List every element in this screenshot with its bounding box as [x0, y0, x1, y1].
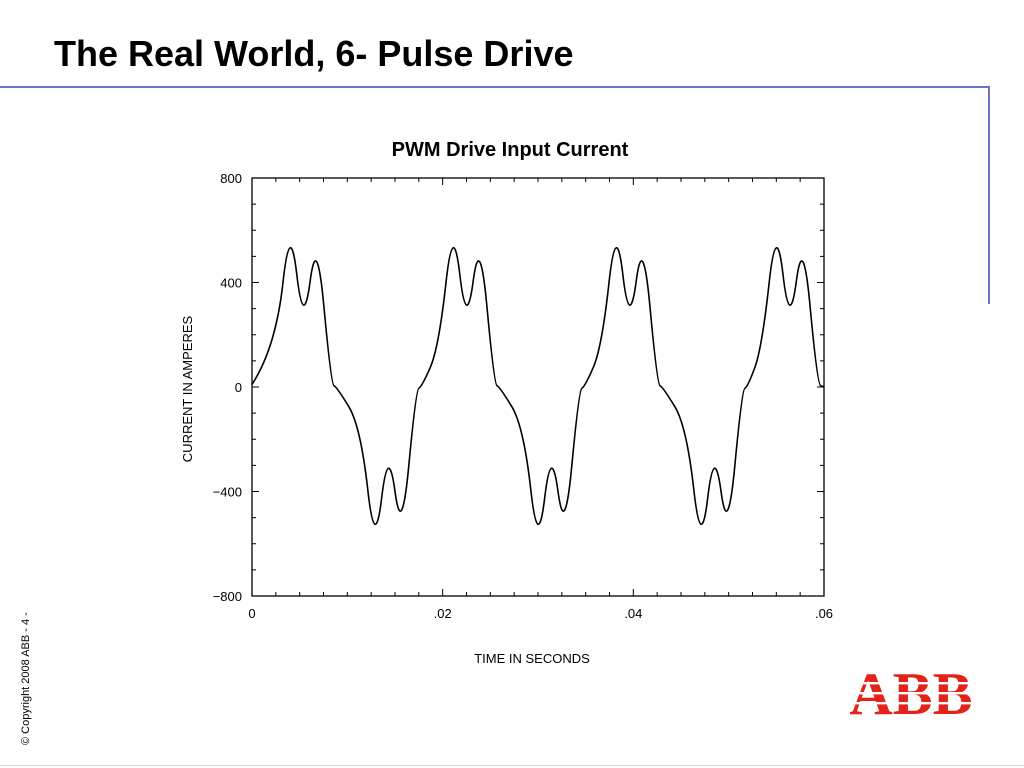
x-tick-label: 0 [248, 606, 255, 621]
y-axis-label: CURRENT IN AMPERES [180, 315, 195, 462]
copyright-text: © Copyright 2008 ABB - 4 - [20, 612, 32, 745]
bottom-rule [0, 765, 1024, 766]
abb-logo: ABB [848, 666, 974, 720]
y-tick-label: 0 [235, 380, 242, 395]
x-tick-label: .06 [815, 606, 833, 621]
plot-frame [251, 177, 825, 597]
y-tick-label: 800 [220, 171, 242, 186]
title-rule-vertical [988, 86, 990, 304]
y-tick-label: −800 [213, 589, 242, 604]
chart-title: PWM Drive Input Current [392, 139, 629, 161]
series-line-0 [251, 247, 825, 525]
y-tick-label: −400 [213, 485, 242, 500]
axis-ticks [251, 177, 825, 597]
slide-title: The Real World, 6- Pulse Drive [54, 33, 574, 74]
axis-tick-labels: 800 400 0 −400 −800 0 .02 .04 .06 [213, 171, 833, 621]
title-rule [0, 86, 990, 88]
y-tick-label: 400 [220, 276, 242, 291]
x-tick-label: .04 [624, 606, 642, 621]
series-group [251, 247, 825, 525]
x-tick-label: .02 [434, 606, 452, 621]
x-axis-label: TIME IN SECONDS [474, 651, 590, 666]
